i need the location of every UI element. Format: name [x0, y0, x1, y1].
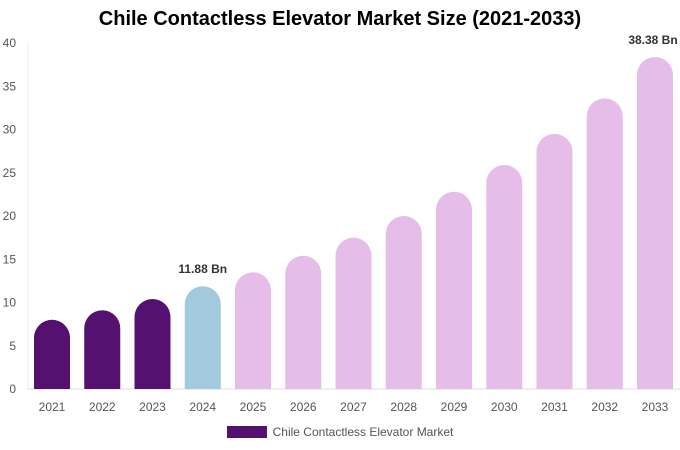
- bar-2021: [34, 319, 70, 389]
- bar-2024: [184, 286, 221, 389]
- y-tick-label: 15: [3, 252, 17, 266]
- x-tick-label: 2030: [491, 400, 518, 414]
- x-tick-label: 2026: [290, 400, 317, 414]
- bar-2028: [385, 216, 422, 389]
- y-tick-label: 30: [3, 123, 17, 137]
- legend: Chile Contactless Elevator Market: [0, 425, 680, 439]
- x-tick-label: 2033: [642, 400, 669, 414]
- bar-2033: [637, 57, 673, 389]
- bar-2032: [586, 98, 623, 390]
- bar-2022: [84, 310, 121, 389]
- data-label: 11.88 Bn: [178, 262, 227, 276]
- bar-2023: [134, 299, 171, 389]
- x-tick-label: 2025: [240, 400, 267, 414]
- x-tick-label: 2023: [139, 400, 166, 414]
- x-tick-label: 2024: [189, 400, 216, 414]
- y-tick-label: 40: [3, 36, 17, 50]
- bar-2026: [285, 255, 322, 389]
- x-tick-label: 2022: [89, 400, 116, 414]
- x-tick-label: 2021: [39, 400, 66, 414]
- chart-title: Chile Contactless Elevator Market Size (…: [98, 8, 582, 30]
- x-tick-label: 2029: [441, 400, 468, 414]
- y-tick-label: 25: [3, 166, 17, 180]
- bar-2030: [486, 164, 523, 389]
- x-tick-label: 2032: [591, 400, 618, 414]
- bar-2027: [335, 237, 372, 389]
- x-tick-label: 2028: [390, 400, 417, 414]
- bar-2025: [235, 272, 271, 389]
- x-tick-label: 2031: [541, 400, 568, 414]
- legend-swatch: [226, 426, 267, 438]
- data-label: 38.38 Bn: [628, 33, 677, 47]
- y-tick-label: 5: [9, 339, 16, 353]
- y-tick-label: 20: [3, 209, 17, 223]
- bar-2031: [536, 133, 573, 389]
- x-tick-label: 2027: [340, 400, 367, 414]
- y-tick-label: 10: [3, 296, 17, 310]
- y-tick-label: 35: [3, 79, 17, 93]
- legend-label: Chile Contactless Elevator Market: [272, 425, 454, 439]
- bar-2029: [436, 191, 472, 389]
- y-tick-label: 0: [9, 382, 16, 396]
